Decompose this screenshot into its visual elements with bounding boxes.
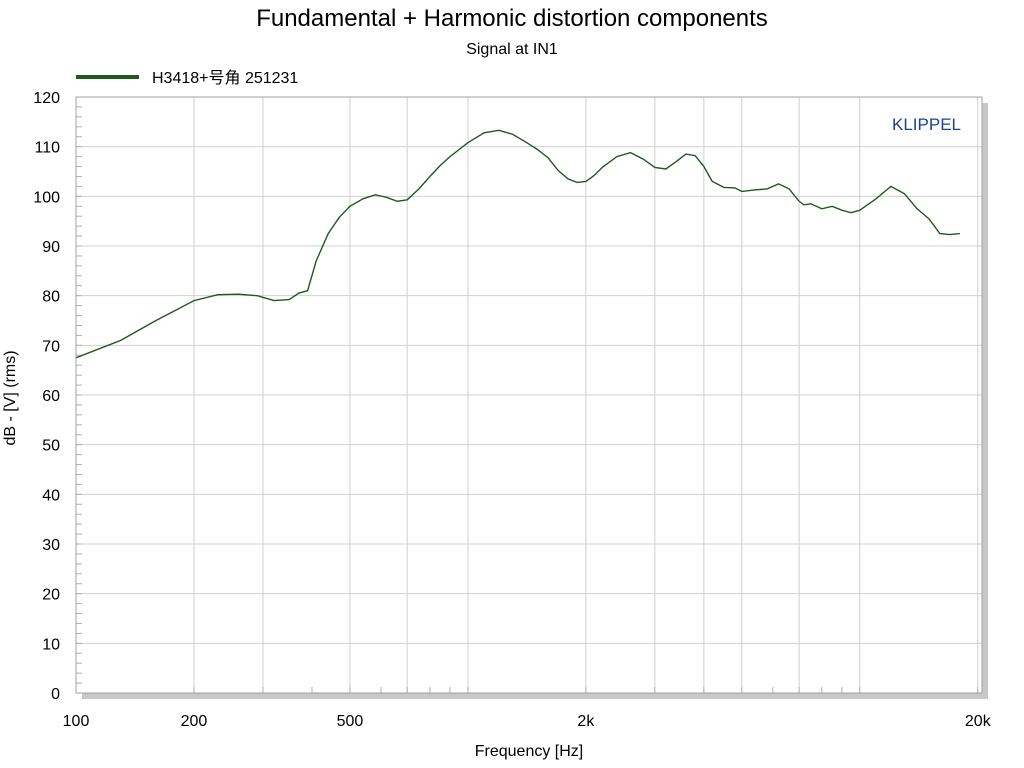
y-tick-label: 70 <box>42 338 60 355</box>
x-tick-label: 100 <box>63 713 90 730</box>
legend: H3418+号角 251231 <box>76 69 298 87</box>
y-tick-label: 30 <box>42 537 60 554</box>
series-line <box>75 129 960 359</box>
x-tick-label: 500 <box>337 713 364 730</box>
brand-watermark: KLIPPEL <box>892 115 961 134</box>
y-tick-label: 50 <box>42 438 60 455</box>
y-tick-label: 60 <box>42 388 60 405</box>
y-axis-label: dB - [V] (rms) <box>2 350 19 445</box>
chart-title: Fundamental + Harmonic distortion compon… <box>256 5 768 32</box>
y-tick-label: 120 <box>33 90 60 107</box>
y-tick-label: 0 <box>51 686 60 703</box>
y-tick-label: 20 <box>42 587 60 604</box>
grid <box>76 96 982 694</box>
y-tick-label: 110 <box>34 140 60 157</box>
y-tick-label: 10 <box>42 636 60 653</box>
legend-label: H3418+号角 251231 <box>152 69 298 87</box>
x-axis-ticks: 100 200 500 2k 20k <box>63 713 992 730</box>
y-tick-label: 100 <box>33 189 60 206</box>
y-axis-ticks: 0 10 20 30 40 50 60 70 80 90 100 110 120 <box>33 90 60 703</box>
y-tick-label: 40 <box>42 487 60 504</box>
y-tick-label: 80 <box>42 289 60 306</box>
y-tick-label: 90 <box>42 239 60 256</box>
x-axis-label: Frequency [Hz] <box>475 743 583 760</box>
chart-subtitle: Signal at IN1 <box>466 41 558 58</box>
x-tick-label: 2k <box>577 713 595 730</box>
plot-border <box>75 96 983 694</box>
x-tick-label: 20k <box>965 713 992 730</box>
minor-ticks <box>75 96 979 694</box>
plot-area: KLIPPEL <box>75 96 988 699</box>
x-tick-label: 200 <box>181 713 208 730</box>
